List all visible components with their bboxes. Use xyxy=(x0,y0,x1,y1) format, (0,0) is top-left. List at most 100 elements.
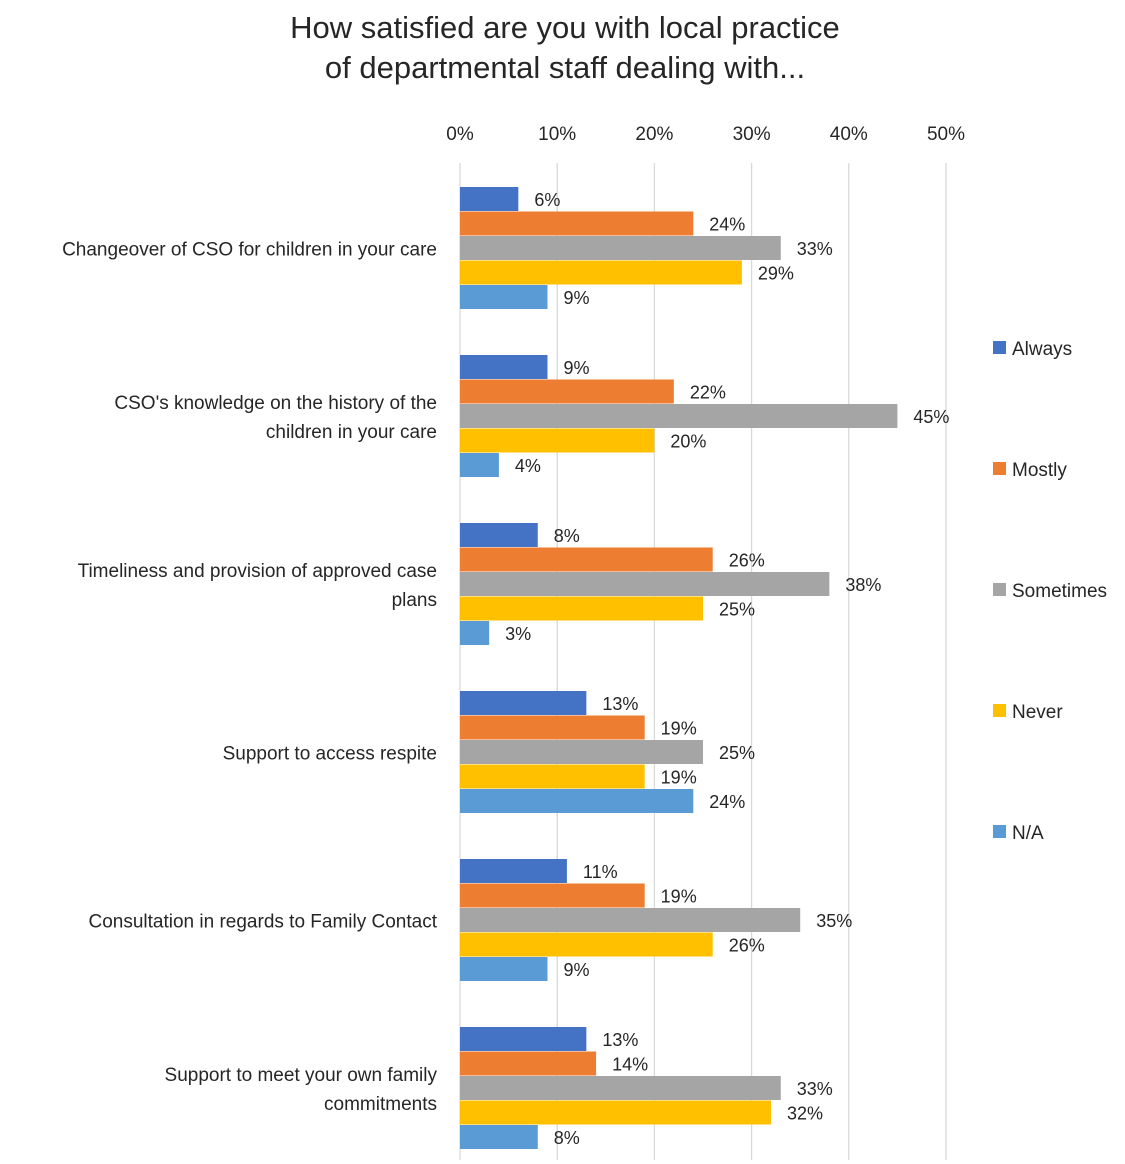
data-label: 32% xyxy=(787,1103,823,1123)
bar-mostly xyxy=(460,211,694,236)
bar-na xyxy=(460,453,499,477)
category-label: Changeover of CSO for children in your c… xyxy=(62,239,437,260)
data-label: 38% xyxy=(845,575,881,595)
data-label: 26% xyxy=(729,550,765,570)
bar-mostly xyxy=(460,715,645,740)
category-labels: Changeover of CSO for children in your c… xyxy=(62,239,438,1115)
category-label: CSO's knowledge on the history of the xyxy=(114,393,437,414)
bar-sometimes xyxy=(460,572,830,596)
bar-sometimes xyxy=(460,740,703,764)
category-label: commitments xyxy=(324,1094,437,1115)
gridlines xyxy=(459,163,947,1160)
data-label: 19% xyxy=(661,767,697,787)
bar-never xyxy=(460,764,645,789)
x-tick-label: 30% xyxy=(733,124,771,145)
bar-na xyxy=(460,1125,538,1149)
data-label: 3% xyxy=(505,624,531,644)
legend-label: Sometimes xyxy=(1012,581,1107,602)
chart-title-line-1: How satisfied are you with local practic… xyxy=(290,10,840,45)
data-label: 13% xyxy=(602,694,638,714)
legend-label: Always xyxy=(1012,339,1072,360)
bar-sometimes xyxy=(460,404,898,428)
bar-sometimes xyxy=(460,908,801,932)
data-label: 13% xyxy=(602,1030,638,1050)
data-label: 8% xyxy=(554,1128,580,1148)
bar-never xyxy=(460,1100,772,1125)
category-label: Timeliness and provision of approved cas… xyxy=(78,561,437,582)
legend-swatch xyxy=(993,704,1006,717)
data-label: 45% xyxy=(913,407,949,427)
x-tick-label: 10% xyxy=(538,124,576,145)
bar-always xyxy=(460,859,567,883)
data-label: 25% xyxy=(719,599,755,619)
data-label: 24% xyxy=(709,214,745,234)
bar-na xyxy=(460,621,490,645)
data-label: 26% xyxy=(729,935,765,955)
x-tick-label: 20% xyxy=(635,124,673,145)
chart-title: How satisfied are you with local practic… xyxy=(150,8,980,88)
data-label: 33% xyxy=(797,1079,833,1099)
bar-always xyxy=(460,355,548,379)
data-label: 4% xyxy=(515,456,541,476)
data-label: 19% xyxy=(661,886,697,906)
bar-mostly xyxy=(460,547,713,572)
bar-na xyxy=(460,285,548,309)
legend-label: Mostly xyxy=(1012,460,1067,481)
bar-never xyxy=(460,596,703,621)
data-label: 9% xyxy=(563,960,589,980)
data-label: 14% xyxy=(612,1054,648,1074)
data-label: 9% xyxy=(563,288,589,308)
legend-label: Never xyxy=(1012,702,1063,723)
bar-always xyxy=(460,187,519,211)
x-axis-ticks: 0% 10% 20% 30% 40% 50% xyxy=(446,124,965,145)
bars xyxy=(460,187,898,1149)
x-tick-label: 0% xyxy=(446,124,474,145)
data-label: 8% xyxy=(554,526,580,546)
bar-mostly xyxy=(460,379,674,404)
legend-item-always[interactable]: Always xyxy=(993,339,1072,360)
data-label: 29% xyxy=(758,263,794,283)
legend[interactable]: Always Mostly Sometimes Never N/A xyxy=(993,339,1107,844)
category-label: children in your care xyxy=(266,422,437,443)
bar-na xyxy=(460,789,694,813)
data-label: 11% xyxy=(583,862,618,882)
x-tick-label: 40% xyxy=(830,124,868,145)
data-label: 19% xyxy=(661,718,697,738)
bar-never xyxy=(460,260,742,285)
chart-title-line-2: of departmental staff dealing with... xyxy=(324,50,806,85)
data-label: 9% xyxy=(563,358,589,378)
legend-label: N/A xyxy=(1012,823,1044,844)
legend-item-na[interactable]: N/A xyxy=(993,823,1044,844)
data-label: 6% xyxy=(534,190,560,210)
category-label: Support to access respite xyxy=(223,743,437,764)
category-label: plans xyxy=(392,590,437,611)
legend-item-sometimes[interactable]: Sometimes xyxy=(993,581,1107,602)
data-label: 35% xyxy=(816,911,852,931)
legend-swatch xyxy=(993,825,1006,838)
data-label: 22% xyxy=(690,382,726,402)
data-label: 33% xyxy=(797,239,833,259)
bar-mostly xyxy=(460,883,645,908)
legend-item-never[interactable]: Never xyxy=(993,702,1063,723)
data-label: 24% xyxy=(709,792,745,812)
data-label: 25% xyxy=(719,743,755,763)
bar-never xyxy=(460,932,713,957)
bar-na xyxy=(460,957,548,981)
category-label: Consultation in regards to Family Contac… xyxy=(89,911,438,932)
legend-swatch xyxy=(993,341,1006,354)
bar-sometimes xyxy=(460,1076,781,1100)
legend-swatch xyxy=(993,583,1006,596)
bar-sometimes xyxy=(460,236,781,260)
bar-always xyxy=(460,691,587,715)
bar-always xyxy=(460,523,538,547)
x-tick-label: 50% xyxy=(927,124,965,145)
category-label: Support to meet your own family xyxy=(165,1065,438,1086)
bar-mostly xyxy=(460,1051,597,1076)
legend-swatch xyxy=(993,462,1006,475)
bar-always xyxy=(460,1027,587,1051)
bar-never xyxy=(460,428,655,453)
data-label: 20% xyxy=(670,431,706,451)
data-labels: 6%24%33%29%9%9%22%45%20%4%8%26%38%25%3%1… xyxy=(505,190,949,1148)
legend-item-mostly[interactable]: Mostly xyxy=(993,460,1067,481)
